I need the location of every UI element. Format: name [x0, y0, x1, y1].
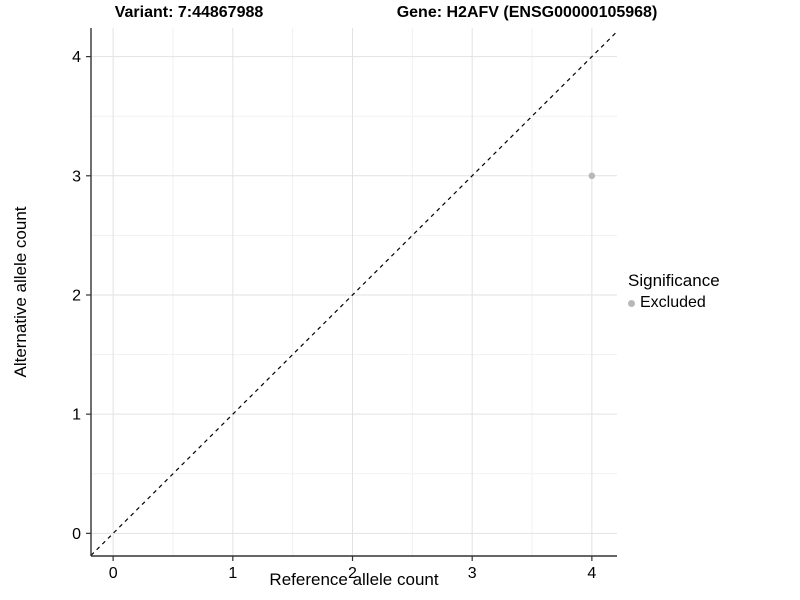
identity-line [90, 31, 618, 556]
axis-ticks [86, 56, 593, 561]
y-tick-label: 1 [72, 407, 81, 424]
legend-entry: Excluded [628, 294, 720, 312]
legend-entries: Excluded [628, 294, 720, 312]
axis-lines [90, 28, 617, 557]
y-tick-label: 0 [72, 526, 81, 543]
x-tick-label: 3 [468, 565, 477, 582]
y-tick-labels: 0 1 2 3 4 [72, 49, 81, 543]
x-tick-labels: 0 1 2 3 4 [109, 565, 597, 582]
y-axis-title: Alternative allele count [11, 206, 30, 378]
legend-title: Significance [628, 271, 720, 290]
x-tick-label: 4 [587, 565, 596, 582]
y-tick-label: 4 [72, 49, 81, 66]
data-point [588, 172, 596, 180]
legend-entry-label: Excluded [640, 294, 706, 311]
gridlines-major [91, 28, 617, 556]
data-points [588, 172, 596, 180]
plot-title-variant: Variant: 7:44867988 [114, 4, 264, 21]
x-tick-label: 0 [109, 565, 118, 582]
x-tick-label: 1 [228, 565, 237, 582]
x-axis-title: Reference allele count [269, 570, 439, 589]
gridlines-minor [91, 28, 617, 556]
plot-title-gene: Gene: H2AFV (ENSG00000105968) [396, 4, 658, 21]
x-tick-label: 2 [348, 565, 357, 582]
y-tick-label: 3 [72, 168, 81, 185]
legend-point-icon [628, 299, 635, 307]
y-tick-label: 2 [72, 287, 81, 304]
legend: Significance Excluded [628, 271, 720, 312]
identity-line-segment [90, 31, 618, 556]
